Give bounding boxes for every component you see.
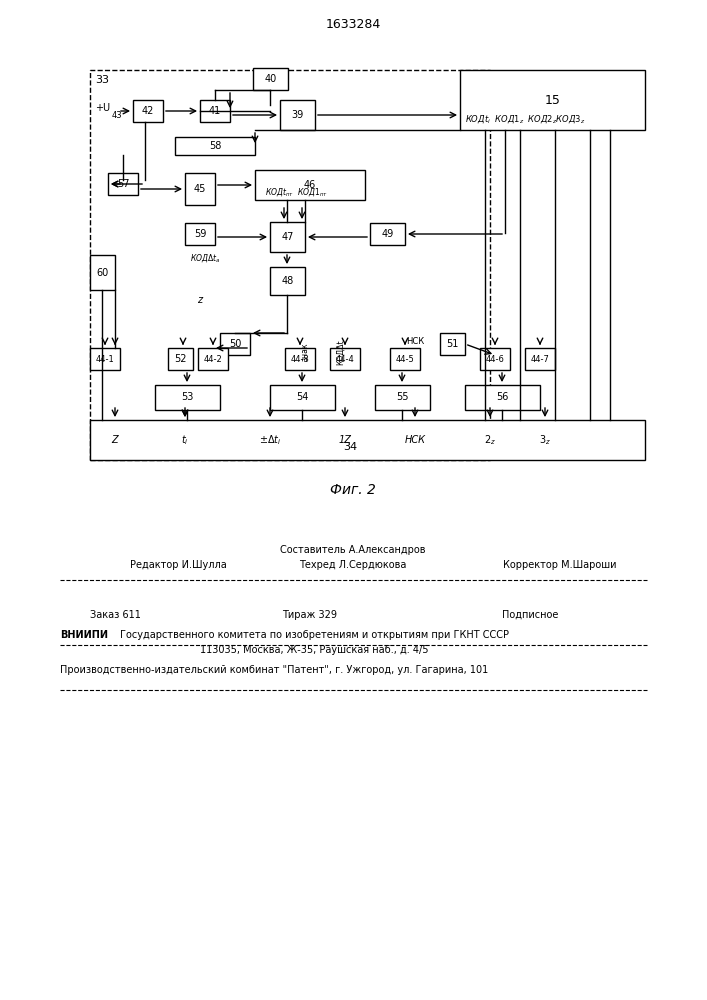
Text: Техред Л.Сердюкова: Техред Л.Сердюкова	[299, 560, 407, 570]
Bar	[375, 385, 430, 410]
Bar	[370, 223, 405, 245]
Text: $2_z$: $2_z$	[484, 433, 496, 447]
Text: 55: 55	[396, 392, 409, 402]
Bar	[480, 348, 510, 370]
Text: Подписное: Подписное	[502, 610, 559, 620]
Bar	[185, 223, 215, 245]
Text: $\pm\Delta t_i$: $\pm\Delta t_i$	[259, 433, 281, 447]
Bar	[220, 333, 250, 355]
Text: КОДΔt: КОДΔt	[336, 339, 344, 365]
Text: 1Z: 1Z	[339, 435, 351, 445]
Text: 43: 43	[112, 110, 122, 119]
Text: 51: 51	[446, 339, 459, 349]
Text: $КОДt_i$  $КОД1_z$  $КОД2_z$$КОД3_z$: $КОДt_i$ $КОД1_z$ $КОД2_z$$КОД3_z$	[465, 113, 585, 125]
Text: 54: 54	[296, 392, 309, 402]
Text: $КОД\Delta t_a$: $КОД\Delta t_a$	[190, 252, 221, 264]
Text: Составитель А.Александров: Составитель А.Александров	[280, 545, 426, 555]
Bar	[155, 385, 220, 410]
Bar	[270, 222, 305, 252]
Bar	[108, 173, 138, 195]
Bar	[460, 70, 645, 130]
Bar	[255, 170, 365, 200]
Text: Фиг. 2: Фиг. 2	[330, 483, 376, 497]
Bar	[90, 348, 120, 370]
Text: 48: 48	[281, 276, 293, 286]
Bar	[330, 348, 360, 370]
Text: Производственно-издательский комбинат "Патент", г. Ужгород, ул. Гагарина, 101: Производственно-издательский комбинат "П…	[60, 665, 489, 675]
Text: +U: +U	[95, 103, 110, 113]
Text: 59: 59	[194, 229, 206, 239]
Text: Корректор М.Шароши: Корректор М.Шароши	[503, 560, 617, 570]
Bar	[90, 420, 645, 460]
Text: 44-5: 44-5	[396, 355, 414, 363]
Text: 47: 47	[281, 232, 293, 242]
Text: $t_i$: $t_i$	[181, 433, 189, 447]
Bar	[440, 333, 465, 355]
Text: 44-4: 44-4	[336, 355, 354, 363]
Text: 41: 41	[209, 106, 221, 116]
Bar	[133, 100, 163, 122]
Text: 49: 49	[381, 229, 394, 239]
Text: НСК: НСК	[406, 338, 424, 347]
Text: 57: 57	[117, 179, 129, 189]
Text: 15: 15	[544, 94, 561, 106]
Text: Государственного комитета по изобретениям и открытиям при ГКНТ СССР: Государственного комитета по изобретения…	[120, 630, 509, 640]
Text: 58: 58	[209, 141, 221, 151]
Text: z: z	[197, 295, 203, 305]
Text: Тираж 329: Тираж 329	[283, 610, 337, 620]
Bar	[175, 137, 255, 155]
Text: 56: 56	[496, 392, 509, 402]
Bar	[198, 348, 228, 370]
Bar	[270, 385, 335, 410]
Text: 46: 46	[304, 180, 316, 190]
Text: 40: 40	[264, 74, 276, 84]
Text: ВНИИПИ: ВНИИПИ	[60, 630, 108, 640]
Text: $3_z$: $3_z$	[539, 433, 551, 447]
Text: 113035, Москва, Ж-35, Раушская наб., д. 4/5: 113035, Москва, Ж-35, Раушская наб., д. …	[200, 645, 428, 655]
Bar	[390, 348, 420, 370]
Text: знак: знак	[300, 343, 310, 361]
Text: 44-2: 44-2	[204, 355, 223, 363]
Bar	[280, 100, 315, 130]
Bar	[200, 100, 230, 122]
Text: 44-7: 44-7	[530, 355, 549, 363]
Text: 34: 34	[343, 442, 357, 452]
Text: 52: 52	[174, 354, 187, 364]
Text: 42: 42	[142, 106, 154, 116]
Text: 45: 45	[194, 184, 206, 194]
Text: 1633284: 1633284	[325, 18, 380, 31]
Text: НСК: НСК	[404, 435, 426, 445]
Text: Заказ 611: Заказ 611	[90, 610, 141, 620]
Bar	[90, 255, 115, 290]
Bar	[285, 348, 315, 370]
Text: 33: 33	[95, 75, 109, 85]
Text: Z: Z	[112, 435, 118, 445]
Text: 44-3: 44-3	[291, 355, 310, 363]
Text: 50: 50	[229, 339, 241, 349]
Bar	[270, 267, 305, 295]
Text: 53: 53	[181, 392, 194, 402]
Text: $КОДt_{пт}$  $КОД1_{пт}$: $КОДt_{пт}$ $КОД1_{пт}$	[265, 186, 328, 198]
Text: 44-6: 44-6	[486, 355, 504, 363]
Bar	[90, 70, 490, 460]
Bar	[168, 348, 193, 370]
Text: 44-1: 44-1	[95, 355, 115, 363]
Bar	[253, 68, 288, 90]
Bar	[185, 173, 215, 205]
Bar	[465, 385, 540, 410]
Text: 60: 60	[96, 267, 109, 277]
Bar	[525, 348, 555, 370]
Text: 39: 39	[291, 110, 303, 120]
Text: Редактор И.Шулла: Редактор И.Шулла	[130, 560, 227, 570]
